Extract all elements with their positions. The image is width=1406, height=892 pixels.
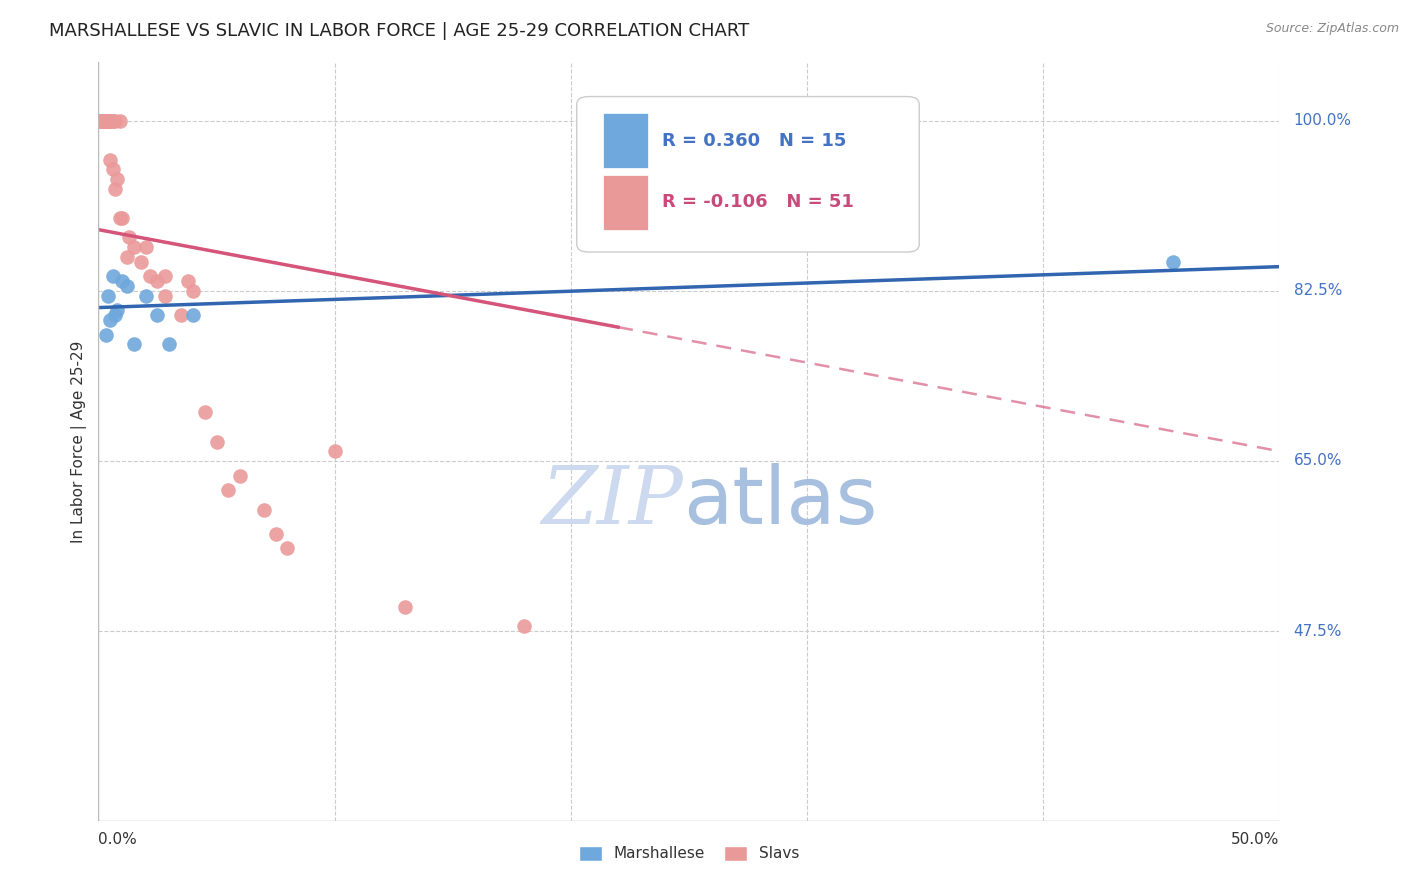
Point	[205, 434, 228, 449]
Point	[101, 162, 124, 177]
Point	[115, 279, 138, 293]
Point	[122, 337, 145, 351]
Point	[146, 308, 169, 322]
Point	[97, 113, 120, 128]
Point	[264, 527, 287, 541]
Y-axis label: In Labor Force | Age 25-29: In Labor Force | Age 25-29	[72, 341, 87, 542]
Point	[111, 274, 134, 288]
Point	[135, 289, 157, 303]
Text: 0.0%: 0.0%	[98, 832, 138, 847]
Text: 50.0%: 50.0%	[1232, 832, 1279, 847]
Point	[94, 113, 117, 128]
Point	[108, 113, 131, 128]
Point	[94, 113, 117, 128]
Point	[217, 483, 239, 497]
Text: R = -0.106   N = 51: R = -0.106 N = 51	[662, 194, 853, 211]
Point	[146, 274, 169, 288]
Point	[101, 269, 124, 284]
FancyBboxPatch shape	[576, 96, 920, 252]
Point	[122, 240, 145, 254]
Point	[115, 250, 138, 264]
Point	[111, 211, 134, 225]
Point	[97, 113, 120, 128]
Text: R = 0.360   N = 15: R = 0.360 N = 15	[662, 131, 846, 150]
Point	[761, 235, 783, 250]
Point	[129, 254, 152, 268]
Point	[253, 502, 276, 516]
Point	[139, 269, 162, 284]
Point	[135, 240, 157, 254]
Text: MARSHALLESE VS SLAVIC IN LABOR FORCE | AGE 25-29 CORRELATION CHART: MARSHALLESE VS SLAVIC IN LABOR FORCE | A…	[49, 22, 749, 40]
Point	[181, 284, 204, 298]
Point	[104, 182, 127, 196]
Point	[170, 308, 193, 322]
Point	[394, 599, 416, 614]
Point	[104, 308, 127, 322]
Point	[101, 113, 124, 128]
Point	[90, 113, 112, 128]
Legend: Marshallese, Slavs: Marshallese, Slavs	[574, 841, 804, 866]
Point	[512, 619, 534, 633]
Point	[177, 274, 200, 288]
Text: atlas: atlas	[683, 463, 877, 541]
Text: 100.0%: 100.0%	[1294, 113, 1351, 128]
Point	[105, 172, 128, 186]
Point	[91, 113, 114, 128]
Point	[91, 113, 114, 128]
Point	[101, 113, 124, 128]
Point	[153, 269, 176, 284]
Text: Source: ZipAtlas.com: Source: ZipAtlas.com	[1265, 22, 1399, 36]
Point	[276, 541, 298, 556]
Point	[181, 308, 204, 322]
Point	[91, 113, 114, 128]
Point	[118, 230, 141, 244]
Point	[104, 113, 127, 128]
Text: 47.5%: 47.5%	[1294, 624, 1341, 639]
Point	[97, 289, 120, 303]
Point	[97, 113, 120, 128]
Point	[323, 444, 346, 458]
Text: 65.0%: 65.0%	[1294, 453, 1343, 468]
Point	[94, 113, 117, 128]
Point	[98, 313, 121, 327]
Text: 82.5%: 82.5%	[1294, 284, 1341, 298]
Point	[1161, 254, 1184, 268]
FancyBboxPatch shape	[603, 113, 648, 168]
Point	[97, 113, 120, 128]
Point	[229, 468, 252, 483]
Point	[98, 113, 121, 128]
Point	[90, 113, 112, 128]
Point	[153, 289, 176, 303]
FancyBboxPatch shape	[603, 175, 648, 230]
Point	[90, 113, 112, 128]
Point	[98, 113, 121, 128]
Point	[105, 303, 128, 318]
Point	[91, 113, 114, 128]
Point	[94, 327, 117, 342]
Text: ZIP: ZIP	[541, 464, 683, 541]
Point	[98, 153, 121, 167]
Point	[157, 337, 180, 351]
Point	[194, 405, 217, 419]
Point	[108, 211, 131, 225]
Point	[94, 113, 117, 128]
Point	[94, 113, 117, 128]
Point	[91, 113, 114, 128]
